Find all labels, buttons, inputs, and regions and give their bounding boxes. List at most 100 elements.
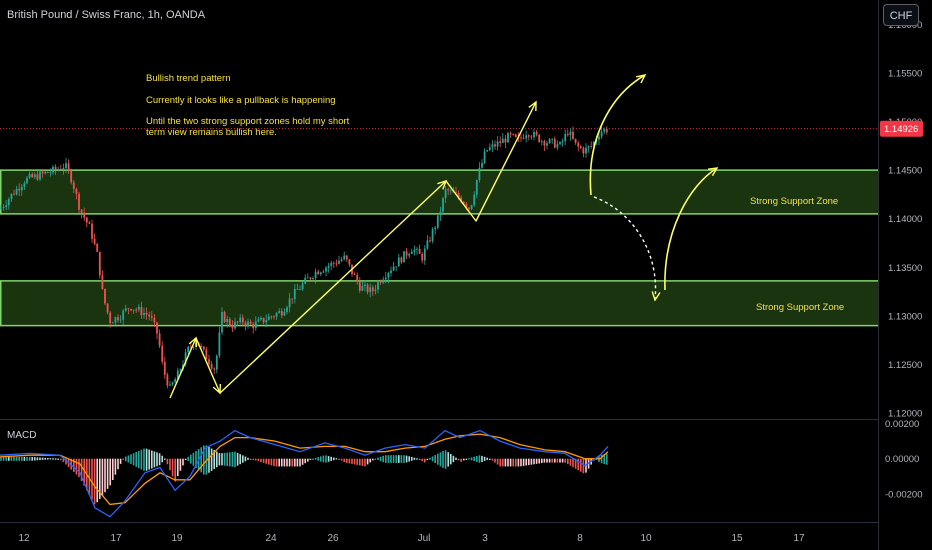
macd-histogram-bar	[483, 456, 486, 461]
candle-body	[273, 316, 275, 318]
candle-body	[119, 319, 122, 321]
candle-body	[280, 311, 283, 316]
candle-body	[403, 251, 405, 263]
macd-histogram-bar	[247, 457, 249, 460]
candle-body	[494, 144, 496, 147]
macd-histogram-bar	[499, 458, 501, 467]
macd-histogram-bar	[179, 458, 182, 471]
candle-body	[91, 223, 93, 239]
candle-body	[486, 150, 489, 152]
macd-histogram-bar	[109, 458, 111, 486]
macd-histogram-bar	[299, 458, 301, 467]
macd-histogram-bar	[106, 458, 109, 489]
grid	[0, 0, 879, 550]
candle-body	[481, 162, 483, 168]
candle-body	[140, 306, 143, 316]
candle-body	[416, 248, 418, 250]
candle-body	[104, 288, 106, 304]
chart-title: British Pound / Swiss Franc, 1h, OANDA	[7, 9, 206, 21]
macd-histogram-bar	[343, 458, 345, 463]
candle-body	[49, 172, 52, 174]
candle-body	[174, 379, 177, 383]
macd-histogram-bar	[416, 458, 418, 460]
candle-body	[223, 312, 226, 323]
candle-body	[590, 146, 593, 148]
last-price-label: 1.14926	[884, 124, 918, 135]
macd-histogram-bar	[372, 458, 374, 461]
candle-body	[148, 314, 151, 317]
candle-body	[504, 138, 507, 143]
macd-histogram-bar	[481, 455, 483, 463]
candle-body	[143, 313, 145, 316]
macd-histogram-bar	[153, 451, 156, 468]
macd-histogram-bar	[78, 458, 80, 478]
macd-histogram-bar	[73, 458, 75, 473]
candle-body	[332, 262, 335, 264]
candle-body	[236, 321, 239, 323]
candle-body	[163, 361, 166, 375]
candle-body	[83, 212, 86, 218]
candle-body	[317, 271, 320, 275]
macd-histogram-bar	[226, 452, 228, 467]
candle-body	[462, 201, 465, 204]
macd-histogram-bar	[62, 458, 65, 462]
time-tick-label: 8	[577, 533, 583, 544]
macd-label: MACD	[7, 430, 37, 441]
macd-histogram-bar	[36, 457, 39, 461]
candle-body	[75, 188, 78, 194]
price-tick-label: 1.14500	[888, 166, 922, 177]
candle-body	[231, 325, 234, 329]
macd-histogram-bar	[265, 458, 267, 464]
macd-histogram-bar	[457, 458, 460, 461]
candle-body	[312, 278, 314, 279]
candle-body	[507, 133, 509, 143]
candle-body	[158, 333, 161, 346]
macd-histogram-bar	[210, 448, 213, 471]
candle-body	[538, 134, 541, 142]
macd-histogram-bar	[606, 453, 608, 465]
macd-histogram-bar	[463, 458, 465, 461]
candle-body	[124, 308, 127, 311]
macd-histogram-bar	[395, 455, 397, 463]
macd-histogram-bar	[223, 452, 226, 466]
macd-histogram-bar	[166, 458, 169, 465]
candle-body	[98, 251, 101, 276]
macd-histogram-bar	[275, 458, 278, 467]
macd-histogram-bar	[424, 458, 426, 463]
macd-histogram-bar	[283, 458, 286, 467]
macd-histogram-bar	[229, 452, 231, 467]
macd-histogram-bar	[18, 456, 20, 461]
macd-histogram-bar	[278, 458, 280, 467]
candle-body	[374, 289, 377, 292]
candle-body	[62, 168, 65, 170]
macd-histogram-bar	[242, 455, 244, 463]
note-line-3b: term view remains bullish here.	[146, 127, 277, 138]
candle-body	[551, 138, 554, 140]
candle-body	[270, 316, 273, 318]
candle-body	[335, 263, 338, 265]
macd-histogram-bar	[522, 458, 525, 466]
candle-body	[10, 193, 13, 200]
macd-histogram-bar	[473, 456, 475, 462]
macd-histogram-bar	[325, 455, 327, 463]
candle-body	[447, 189, 450, 191]
macd-histogram-bar	[442, 450, 444, 468]
macd-histogram-bar	[603, 454, 605, 465]
candle-body	[501, 138, 504, 143]
currency-button[interactable]: CHF	[883, 4, 919, 26]
macd-histogram-bar	[418, 458, 421, 461]
candle-body	[286, 307, 288, 312]
macd-histogram-bar	[379, 456, 382, 462]
candle-body	[5, 205, 8, 207]
macd-histogram-bar	[351, 458, 353, 464]
candle-body	[215, 355, 218, 370]
macd-histogram-bar	[348, 458, 351, 464]
macd-histogram-bar	[421, 458, 423, 461]
macd-histogram-bar	[496, 458, 499, 465]
candle-body	[520, 137, 522, 139]
candle-body	[179, 369, 182, 371]
macd-histogram-bar	[151, 450, 153, 469]
candle-body	[59, 168, 62, 170]
macd-histogram-bar	[169, 458, 171, 471]
